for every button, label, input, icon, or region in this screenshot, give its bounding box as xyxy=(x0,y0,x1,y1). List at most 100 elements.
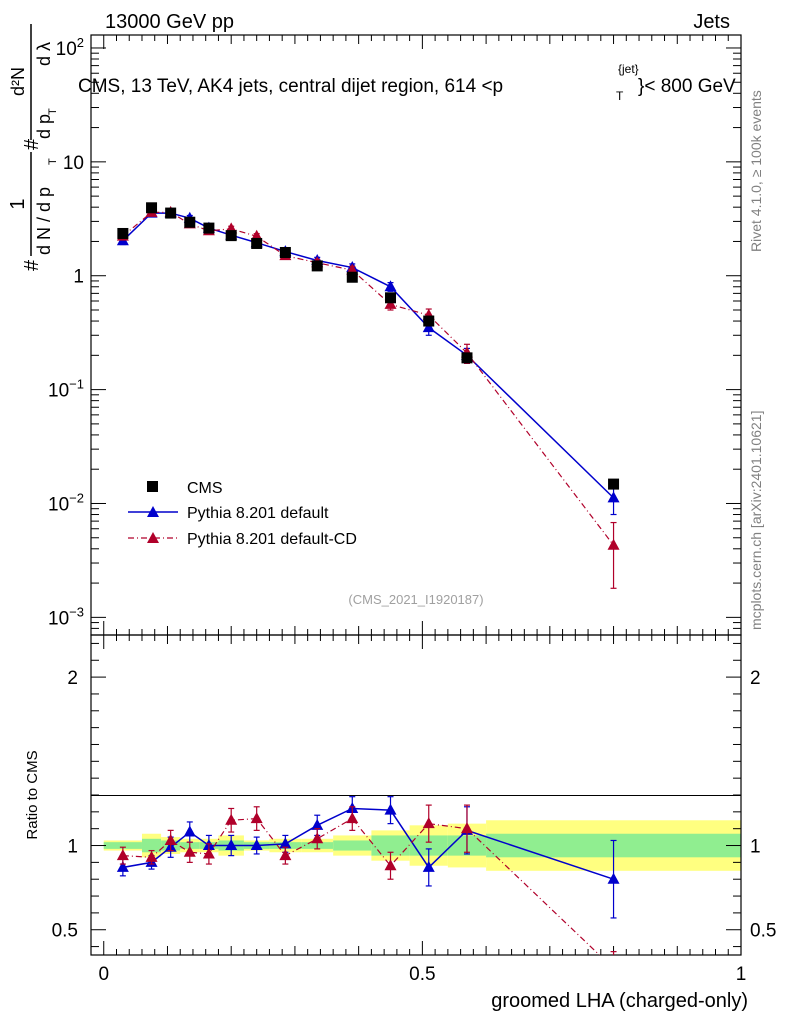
ratio-1-point xyxy=(250,812,263,824)
ratio-0-point xyxy=(225,839,238,851)
ratio-1-point xyxy=(183,845,196,857)
x-tick-label: 0 xyxy=(98,964,109,985)
cms-data-point xyxy=(279,246,291,258)
x-tick-label: 0.5 xyxy=(409,964,435,985)
ratio-1-point xyxy=(384,859,397,871)
ylabel-denominator-sub: T xyxy=(47,158,59,165)
main-plot-series xyxy=(116,202,620,589)
ylabel-hash-2: # xyxy=(21,138,43,150)
ratio-1-point xyxy=(164,833,177,845)
ratio-band-green xyxy=(103,842,142,849)
plot-title-sub: T xyxy=(616,89,624,103)
axis-ticks: 0 0.5 1 102 10 1 10−1 10−2 10−3 2 2 1 1 0.5 0.5 xyxy=(48,35,776,985)
mcplots-reference-text: mcplots.cern.ch [arXiv:2401.10621] xyxy=(748,411,764,630)
ylabel-numerator-dp: d p xyxy=(34,114,54,139)
ratio-y-tick-label: 0.5 xyxy=(52,921,78,942)
plot-title-main: CMS, 13 TeV, AK4 jets, central dijet reg… xyxy=(78,76,503,97)
ratio-0-point xyxy=(183,825,196,837)
main-y-axis-label: # 1 d N / d p T # d²N d p T d λ xyxy=(7,24,59,271)
ratio-y-tick-label-right: 2 xyxy=(750,668,761,689)
ratio-plot-series xyxy=(116,796,620,973)
y-tick-label: 10 xyxy=(63,153,84,174)
series-line-0 xyxy=(122,212,615,499)
ratio-1-point xyxy=(346,812,359,824)
y-tick-label: 10−2 xyxy=(48,490,84,515)
ylabel-numerator-dl: d λ xyxy=(34,42,54,66)
ratio-1-point xyxy=(608,962,620,973)
series-1-point xyxy=(384,297,397,309)
ratio-band-green xyxy=(141,838,162,853)
ratio-1-point xyxy=(225,813,238,825)
legend-item-pythia-default: Pythia 8.201 default xyxy=(128,505,329,522)
cms-data-point xyxy=(225,230,237,242)
ratio-0-point xyxy=(311,818,324,830)
series-0-point xyxy=(422,321,435,333)
series-1-point xyxy=(607,538,620,550)
ratio-1-point xyxy=(116,849,129,861)
y-tick-label: 10−1 xyxy=(48,377,84,402)
header-jets-label: Jets xyxy=(693,11,730,33)
ratio-band-green xyxy=(371,835,410,856)
analysis-watermark: (CMS_2021_I1920187) xyxy=(348,592,483,607)
legend-cms-marker xyxy=(147,481,158,492)
cms-data-point xyxy=(203,222,215,234)
ylabel-numerator: d²N xyxy=(8,67,28,96)
legend-item-cms: CMS xyxy=(147,480,223,497)
cms-data-point xyxy=(251,237,263,249)
ratio-0-point xyxy=(607,872,620,884)
legend-pythia-default-label: Pythia 8.201 default xyxy=(187,505,329,522)
ratio-0-point xyxy=(384,803,397,815)
plot-title-sup: {jet} xyxy=(618,62,639,76)
ylabel-numerator-dp-sub: T xyxy=(47,108,59,115)
series-0-point xyxy=(607,491,620,503)
cms-data-point xyxy=(311,260,323,272)
cms-data-point xyxy=(346,271,358,283)
cms-data-point xyxy=(385,292,397,304)
legend-pythia-cd-label: Pythia 8.201 default-CD xyxy=(187,531,357,548)
cms-data-point xyxy=(117,227,129,239)
ratio-band-green xyxy=(333,840,372,851)
ratio-y-tick-label: 2 xyxy=(67,668,78,689)
ratio-y-tick-label: 1 xyxy=(67,837,78,858)
header-energy-label: 13000 GeV pp xyxy=(105,11,234,33)
cms-data-point xyxy=(146,202,158,214)
ratio-1-point xyxy=(279,849,292,861)
y-tick-label: 1 xyxy=(73,267,84,288)
ratio-1-point xyxy=(422,817,435,829)
legend-pythia-cd-marker xyxy=(147,532,159,543)
ylabel-denominator: d N / d p xyxy=(34,187,54,255)
ylabel-hash: # xyxy=(21,259,43,271)
cms-data-point xyxy=(165,207,177,219)
legend-pythia-default-marker xyxy=(147,506,159,517)
rivet-version-text: Rivet 4.1.0, ≥ 100k events xyxy=(748,90,764,252)
x-axis-label: groomed LHA (charged-only) xyxy=(491,990,748,1012)
x-tick-label: 1 xyxy=(736,964,747,985)
series-0-point xyxy=(384,280,397,292)
ratio-y-axis-label: Ratio to CMS xyxy=(24,750,41,839)
ratio-1-point xyxy=(145,850,158,862)
cms-data-point xyxy=(608,478,620,490)
ratio-y-tick-label-right: 1 xyxy=(750,837,761,858)
ylabel-one: 1 xyxy=(7,198,29,209)
ratio-band-green xyxy=(409,835,448,856)
legend-item-pythia-cd: Pythia 8.201 default-CD xyxy=(128,531,357,548)
ratio-1-point xyxy=(202,847,215,859)
ratio-uncertainty-bands xyxy=(103,820,741,871)
plot-title: CMS, 13 TeV, AK4 jets, central dijet reg… xyxy=(78,62,736,103)
y-tick-label: 10−3 xyxy=(48,604,84,629)
ratio-1-point xyxy=(311,832,324,844)
y-tick-label: 102 xyxy=(56,35,84,60)
cms-data-point xyxy=(423,315,435,327)
cms-data-point xyxy=(461,352,473,364)
ratio-0-point xyxy=(422,860,435,872)
cms-data-point xyxy=(184,216,196,228)
ratio-1-point xyxy=(460,822,473,834)
legend-cms-label: CMS xyxy=(187,480,223,497)
ratio-0-point xyxy=(250,839,263,851)
ratio-0-point xyxy=(116,860,129,872)
ratio-y-tick-label-right: 0.5 xyxy=(750,921,776,942)
plot-title-end: }< 800 GeV xyxy=(638,76,736,97)
ratio-0-point xyxy=(279,837,292,849)
series-line-1 xyxy=(122,211,615,546)
